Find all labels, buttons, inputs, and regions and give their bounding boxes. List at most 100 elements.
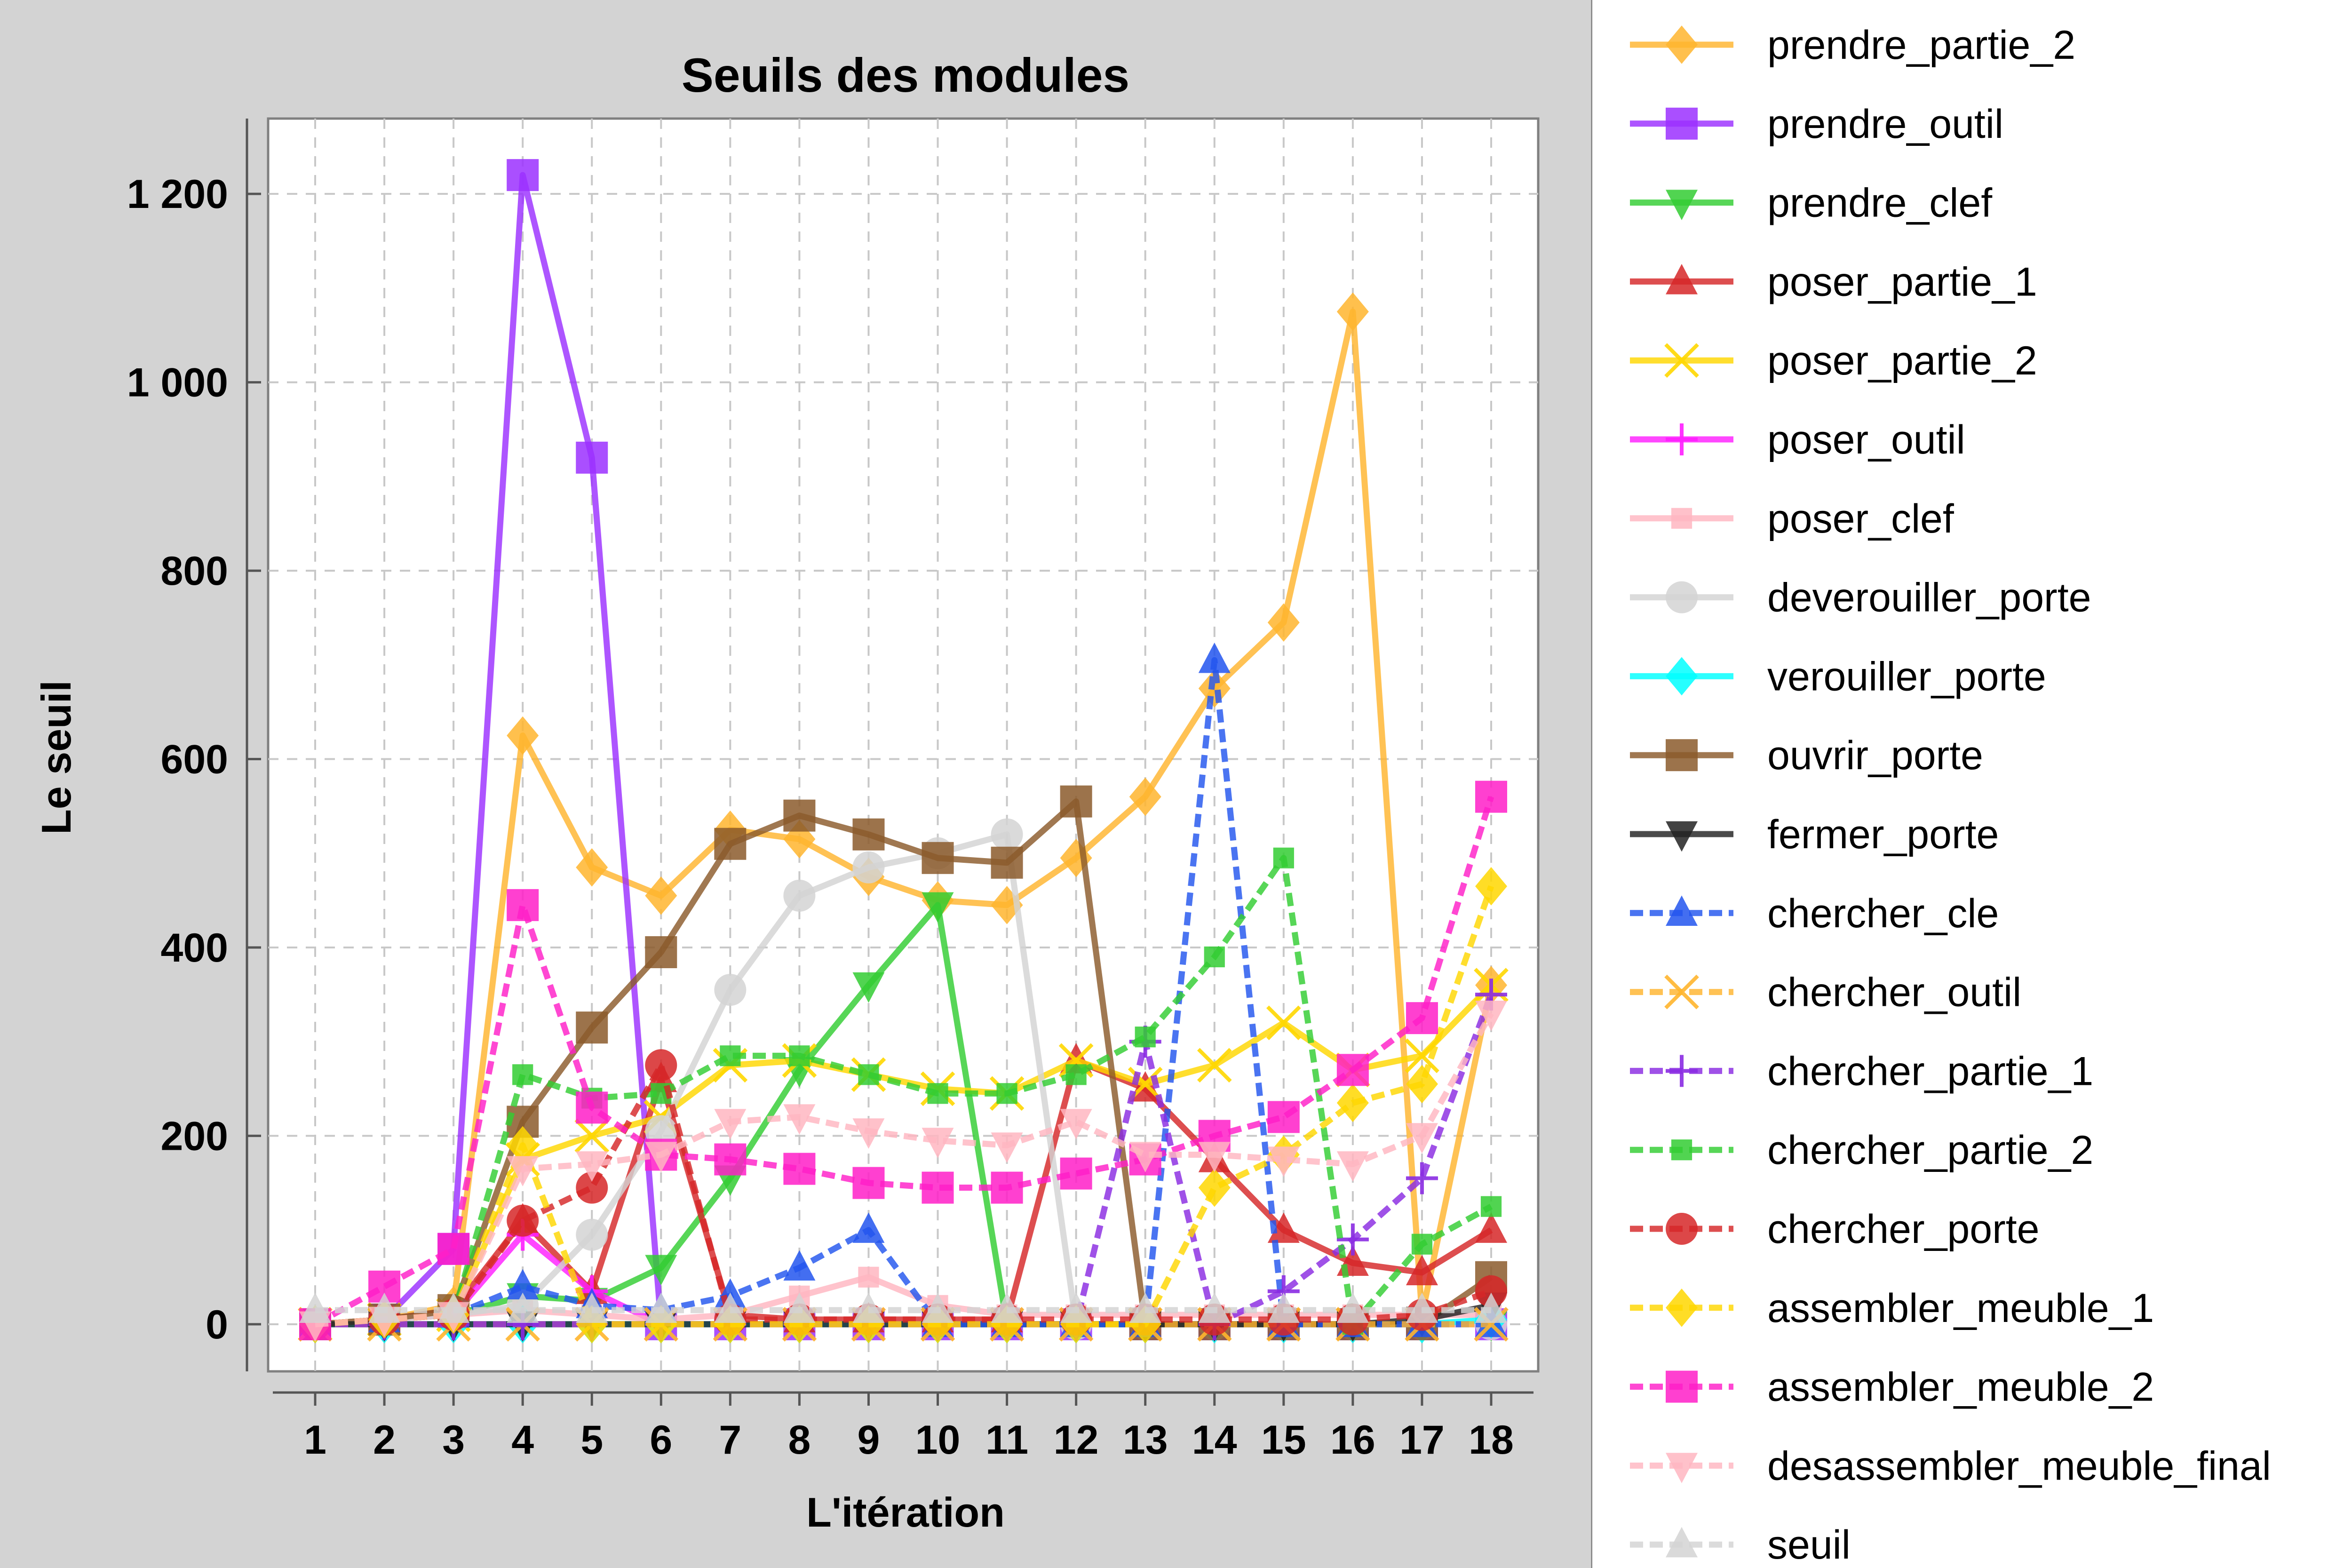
legend-label: assembler_meuble_2 [1767, 1365, 2154, 1410]
data-point [507, 1126, 539, 1165]
data-point [576, 1218, 608, 1251]
data-point [645, 876, 677, 915]
x-tick-label: 10 [915, 1417, 961, 1463]
x-tick-label: 5 [580, 1417, 603, 1463]
legend-entry: poser_outil [1630, 417, 1965, 462]
legend-label: prendre_partie_2 [1767, 23, 2075, 68]
legend-entry: verouiller_porte [1630, 654, 2046, 699]
data-point [927, 1083, 948, 1104]
y-tick-label: 1 200 [127, 172, 228, 217]
data-point [996, 1083, 1017, 1104]
data-point [714, 974, 747, 1006]
data-point [783, 799, 816, 832]
legend-entry: chercher_outil [1630, 970, 2021, 1015]
data-point [852, 1118, 885, 1149]
data-point [991, 1171, 1023, 1204]
data-point [858, 1266, 879, 1288]
y-tick-label: 0 [206, 1302, 228, 1347]
data-point [1475, 780, 1507, 813]
legend-marker [1666, 581, 1698, 613]
legend-marker [1671, 508, 1692, 529]
data-point [1336, 1292, 1369, 1323]
y-tick-label: 200 [161, 1114, 229, 1159]
series-line [315, 993, 1494, 1328]
data-point [783, 1250, 816, 1281]
legend-marker [1666, 657, 1698, 696]
legend-entry: chercher_partie_1 [1630, 1049, 2093, 1094]
data-point [507, 159, 539, 191]
x-tick-label: 13 [1123, 1417, 1168, 1463]
x-tick-label: 1 [304, 1417, 326, 1463]
data-point [991, 1132, 1023, 1163]
legend-entry: ouvrir_porte [1630, 733, 1983, 778]
data-point [437, 1233, 470, 1265]
data-point [783, 1153, 816, 1185]
legend-entry: assembler_meuble_1 [1630, 1286, 2154, 1331]
data-point [1336, 1054, 1369, 1086]
data-point [507, 889, 539, 921]
data-point [512, 1064, 533, 1085]
x-tick-label: 8 [788, 1417, 810, 1463]
data-point [1065, 1064, 1087, 1085]
legend-marker [1664, 343, 1699, 378]
x-tick-label: 11 [985, 1417, 1028, 1463]
data-point [507, 1204, 539, 1237]
data-point [852, 851, 885, 883]
series-desassembler_meuble_final [299, 1000, 1507, 1342]
data-point [1406, 1255, 1438, 1285]
data-point [1475, 1292, 1507, 1323]
data-point [576, 1171, 608, 1204]
data-point [576, 1011, 608, 1044]
legend-entry: poser_partie_2 [1630, 338, 2037, 383]
legend-entry: poser_clef [1630, 496, 1955, 541]
x-tick-label: 12 [1054, 1417, 1099, 1463]
data-point [991, 846, 1023, 879]
legend-label: chercher_partie_1 [1767, 1049, 2093, 1094]
data-point [714, 1292, 747, 1323]
data-point [1267, 603, 1300, 642]
legend-marker [1666, 1055, 1698, 1087]
data-point [1060, 1292, 1092, 1323]
legend-entry: prendre_clef [1630, 181, 1993, 226]
data-point [507, 716, 539, 755]
legend-marker [1666, 423, 1698, 455]
legend-marker [1666, 1213, 1698, 1245]
data-point [576, 441, 608, 474]
legend-entry: chercher_porte [1630, 1207, 2039, 1252]
data-point [576, 1151, 608, 1182]
legend-marker [1666, 821, 1698, 852]
data-point [1406, 1065, 1438, 1104]
x-tick-label: 16 [1330, 1417, 1375, 1463]
legend-marker [1666, 107, 1698, 140]
data-point [922, 1292, 954, 1323]
x-tick-label: 3 [442, 1417, 465, 1463]
legend-entry: chercher_partie_2 [1630, 1128, 2093, 1173]
data-point [645, 1255, 677, 1286]
legend-marker [1671, 1139, 1692, 1161]
legend-marker [1666, 739, 1698, 772]
legend-background [1592, 0, 2352, 1568]
legend-marker [1666, 1370, 1698, 1403]
legend-entry: assembler_meuble_2 [1630, 1365, 2154, 1410]
data-point [852, 972, 885, 1003]
data-point [1406, 1123, 1438, 1154]
data-point [922, 1128, 954, 1158]
x-tick-label: 4 [511, 1417, 534, 1463]
x-tick-label: 14 [1192, 1417, 1237, 1463]
legend-label: seuil [1767, 1522, 1851, 1568]
x-tick-label: 9 [858, 1417, 880, 1463]
legend-label: ouvrir_porte [1767, 733, 1983, 778]
legend-label: deverouiller_porte [1767, 575, 2091, 621]
x-tick-label: 7 [719, 1417, 741, 1463]
legend-label: chercher_partie_2 [1767, 1128, 2093, 1173]
data-point [1267, 1101, 1300, 1133]
legend-entry: chercher_cle [1630, 891, 1999, 936]
legend-marker [1666, 190, 1698, 220]
data-point [852, 1212, 885, 1243]
data-point [1405, 1038, 1439, 1074]
legend-label: prendre_outil [1767, 102, 2003, 147]
data-point [783, 1292, 816, 1323]
data-point [1411, 1234, 1433, 1255]
